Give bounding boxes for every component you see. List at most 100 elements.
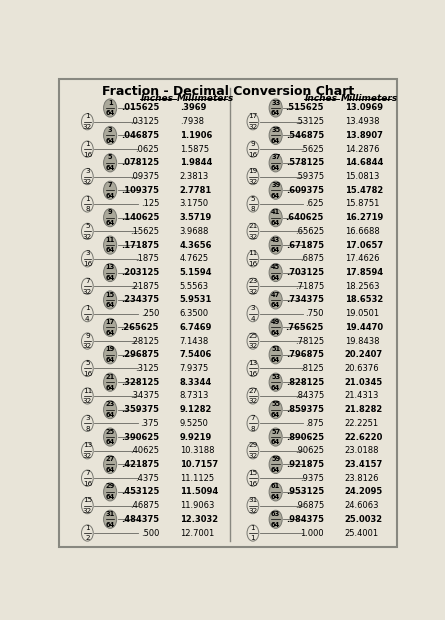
Circle shape: [269, 208, 282, 227]
Text: 19.8438: 19.8438: [344, 337, 379, 345]
Text: .171875: .171875: [121, 241, 159, 250]
Text: 31: 31: [105, 511, 115, 517]
Text: .140625: .140625: [121, 213, 159, 222]
Text: 32: 32: [83, 398, 92, 404]
Text: .71875: .71875: [295, 281, 324, 291]
Text: .3125: .3125: [135, 364, 159, 373]
Text: 21.0345: 21.0345: [344, 378, 383, 387]
Text: .484375: .484375: [121, 515, 159, 524]
Text: 16: 16: [248, 151, 258, 157]
Text: 64: 64: [105, 110, 115, 117]
Text: 64: 64: [271, 440, 280, 445]
Circle shape: [81, 223, 93, 239]
Text: .609375: .609375: [286, 186, 324, 195]
Text: 64: 64: [105, 384, 115, 391]
Circle shape: [104, 236, 117, 254]
Text: 14.6844: 14.6844: [344, 158, 383, 167]
Circle shape: [81, 141, 93, 157]
Circle shape: [81, 525, 93, 541]
Text: 1: 1: [108, 100, 113, 105]
Text: .734375: .734375: [286, 296, 324, 304]
Text: .359375: .359375: [121, 405, 159, 414]
Text: .625: .625: [305, 200, 324, 208]
Text: 15: 15: [83, 497, 92, 503]
Text: 5.9531: 5.9531: [180, 296, 212, 304]
Text: 64: 64: [271, 384, 280, 391]
Circle shape: [247, 525, 259, 541]
Text: 2.3813: 2.3813: [180, 172, 209, 181]
Text: .328125: .328125: [121, 378, 159, 387]
Text: .09375: .09375: [130, 172, 159, 181]
Text: 11: 11: [248, 250, 258, 257]
Text: 23: 23: [248, 278, 258, 284]
Text: .53125: .53125: [295, 117, 324, 126]
Text: 21.4313: 21.4313: [344, 391, 379, 401]
Circle shape: [81, 113, 93, 130]
Circle shape: [247, 388, 259, 404]
Circle shape: [247, 306, 259, 322]
Text: 32: 32: [248, 124, 258, 130]
Text: 49: 49: [271, 319, 280, 325]
Text: 35: 35: [271, 127, 280, 133]
Text: 24.6063: 24.6063: [344, 501, 379, 510]
Text: .40625: .40625: [130, 446, 159, 455]
Text: .015625: .015625: [121, 104, 159, 112]
Text: .4375: .4375: [135, 474, 159, 482]
Text: 27: 27: [105, 456, 115, 462]
Text: .03125: .03125: [130, 117, 159, 126]
Text: 16: 16: [83, 371, 92, 377]
Text: .453125: .453125: [121, 487, 159, 497]
Text: 16: 16: [248, 480, 258, 487]
Text: 64: 64: [271, 330, 280, 336]
Text: .1875: .1875: [135, 254, 159, 264]
Text: 16: 16: [83, 261, 92, 267]
Text: 33: 33: [271, 100, 280, 105]
Text: 16: 16: [248, 261, 258, 267]
Text: 1.9844: 1.9844: [180, 158, 212, 167]
Text: 6.3500: 6.3500: [180, 309, 209, 318]
Text: 8: 8: [251, 426, 255, 432]
Text: 3.9688: 3.9688: [180, 227, 209, 236]
Text: .375: .375: [141, 419, 159, 428]
Text: 25: 25: [105, 428, 115, 435]
Text: 12.7001: 12.7001: [180, 528, 214, 538]
Text: .765625: .765625: [286, 323, 324, 332]
Text: 64: 64: [271, 412, 280, 418]
Text: 25: 25: [248, 333, 258, 339]
Text: .390625: .390625: [121, 433, 159, 441]
Text: .828125: .828125: [286, 378, 324, 387]
Text: 32: 32: [248, 343, 258, 350]
Text: 20.2407: 20.2407: [344, 350, 383, 359]
Circle shape: [81, 443, 93, 459]
Text: .750: .750: [305, 309, 324, 318]
Text: 64: 64: [105, 220, 115, 226]
Text: 64: 64: [271, 357, 280, 363]
Text: 64: 64: [105, 193, 115, 198]
Circle shape: [247, 443, 259, 459]
Text: .0625: .0625: [135, 144, 159, 154]
Circle shape: [81, 196, 93, 212]
Text: 32: 32: [248, 289, 258, 294]
Circle shape: [269, 154, 282, 172]
Text: 5: 5: [85, 223, 89, 229]
Text: 53: 53: [271, 374, 280, 380]
Text: 13.8907: 13.8907: [344, 131, 383, 140]
Circle shape: [81, 250, 93, 267]
Text: 64: 64: [105, 440, 115, 445]
Text: 3.1750: 3.1750: [180, 200, 209, 208]
Text: Inches: Inches: [141, 94, 174, 104]
Text: 45: 45: [271, 264, 280, 270]
Text: 32: 32: [83, 289, 92, 294]
Text: 13.4938: 13.4938: [344, 117, 379, 126]
Text: .6875: .6875: [300, 254, 324, 264]
Text: 64: 64: [105, 521, 115, 528]
Circle shape: [81, 470, 93, 486]
Text: 29: 29: [248, 442, 258, 448]
Text: .953125: .953125: [286, 487, 324, 497]
Text: 11.9063: 11.9063: [180, 501, 214, 510]
Text: 64: 64: [271, 275, 280, 281]
Circle shape: [104, 455, 117, 474]
Text: 64: 64: [105, 412, 115, 418]
Text: .078125: .078125: [121, 158, 159, 167]
Text: .796875: .796875: [286, 350, 324, 359]
